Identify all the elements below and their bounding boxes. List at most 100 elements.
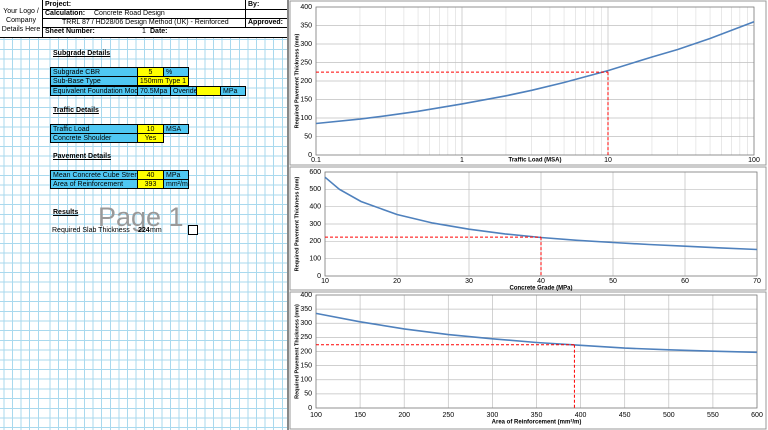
x-tick-label: 300: [487, 412, 499, 419]
value-cell: 70.5Mpa: [137, 86, 171, 96]
value: TRRL 87 / HD28/06 Design Method (UK) - R…: [62, 19, 229, 26]
label: Sheet Number:: [45, 28, 95, 35]
label: Approved:: [248, 19, 283, 26]
label: Date:: [150, 28, 168, 35]
x-tick-label: 0.1: [311, 157, 321, 164]
label: Required Slab Thickness: [52, 227, 130, 234]
x-tick-label: 30: [465, 278, 473, 285]
input-cell[interactable]: 393: [137, 179, 164, 189]
section-title: Results: [53, 209, 79, 216]
plot-area: [315, 6, 755, 156]
label-cell: Concrete Shoulder: [50, 133, 138, 143]
y-tick-label: 350: [300, 22, 312, 29]
y-tick-label: 300: [300, 41, 312, 48]
y-tick-label: 200: [300, 348, 312, 355]
x-tick-label: 60: [681, 278, 689, 285]
y-tick-label: 200: [300, 78, 312, 85]
label: Calculation:: [45, 10, 86, 17]
header: Your Logo / Company Details Here Project…: [0, 0, 287, 38]
chart-panel: [289, 0, 767, 166]
value: 1: [142, 28, 146, 35]
label-cell: Sub-Base Type: [50, 76, 138, 86]
x-axis-label: Area of Reinforcement (mm²/m): [492, 419, 582, 426]
x-tick-label: 100: [748, 157, 760, 164]
y-tick-label: 200: [309, 238, 321, 245]
y-tick-label: 300: [300, 320, 312, 327]
rule: [245, 0, 246, 27]
x-tick-label: 10: [604, 157, 612, 164]
y-tick-label: 50: [304, 133, 312, 140]
x-tick-label: 200: [398, 412, 410, 419]
line-series: [324, 176, 758, 251]
unit: mm: [150, 227, 162, 234]
x-tick-label: 40: [537, 278, 545, 285]
y-tick-label: 0: [317, 273, 321, 280]
y-tick-label: 250: [300, 334, 312, 341]
label-cell: Area of Reinforcement: [50, 179, 138, 189]
chart-panel: [289, 291, 767, 430]
rule: [42, 9, 287, 10]
x-tick-label: 50: [609, 278, 617, 285]
section-title: Pavement Details: [53, 153, 111, 160]
y-tick-label: 500: [309, 186, 321, 193]
unit-cell: MPa: [220, 86, 246, 96]
y-axis-label: Required Pavement Thickness (mm): [294, 176, 300, 271]
y-tick-label: 100: [300, 115, 312, 122]
input-cell[interactable]: [196, 86, 221, 96]
y-tick-label: 350: [300, 306, 312, 313]
y-tick-label: 150: [300, 362, 312, 369]
x-axis-label: Concrete Grade (MPa): [509, 286, 572, 292]
watermark: Page 1: [98, 202, 184, 232]
x-tick-label: 100: [310, 412, 322, 419]
y-tick-label: 150: [300, 96, 312, 103]
y-tick-label: 0: [308, 405, 312, 412]
x-tick-label: 550: [707, 412, 719, 419]
chart-panel: [289, 166, 767, 291]
line-series: [315, 312, 758, 354]
x-tick-label: 450: [619, 412, 631, 419]
line-series: [315, 21, 755, 125]
result-value: 224: [138, 227, 150, 234]
x-tick-label: 70: [753, 278, 761, 285]
label-cell: Equivalent Foundation Modulus: [50, 86, 151, 96]
x-tick-label: 250: [442, 412, 454, 419]
x-tick-label: 500: [663, 412, 675, 419]
rule: [42, 27, 287, 28]
plot-area: [324, 171, 758, 277]
x-tick-label: 400: [575, 412, 587, 419]
x-tick-label: 150: [354, 412, 366, 419]
x-tick-label: 1: [460, 157, 464, 164]
y-tick-label: 400: [300, 292, 312, 299]
section-title: Traffic Details: [53, 107, 99, 114]
x-tick-label: 10: [321, 278, 329, 285]
label: Project:: [45, 1, 72, 8]
x-axis-label: Traffic Load (MSA): [508, 158, 561, 164]
y-tick-label: 250: [300, 59, 312, 66]
logo: Your Logo / Company Details Here: [1, 8, 41, 33]
y-tick-label: 100: [300, 377, 312, 384]
section-title: Subgrade Details: [53, 50, 111, 57]
spreadsheet: Your Logo / Company Details Here Project…: [0, 0, 289, 430]
value: Concrete Road Design: [94, 10, 165, 17]
y-tick-label: 0: [308, 152, 312, 159]
input-cell[interactable]: Yes: [137, 133, 164, 143]
y-tick-label: 400: [300, 4, 312, 11]
input-cell[interactable]: 150mm Type 1: [137, 76, 189, 86]
x-tick-label: 600: [751, 412, 763, 419]
y-tick-label: 600: [309, 169, 321, 176]
rule: [42, 18, 287, 19]
checkbox[interactable]: [188, 225, 198, 235]
y-tick-label: 400: [309, 204, 321, 211]
unit-cell: MSA: [163, 124, 189, 134]
y-axis-label: Required Pavement Thickness (mm): [294, 33, 300, 128]
x-tick-label: 350: [531, 412, 543, 419]
y-axis-label: Required Pavement Thickness (mm): [294, 304, 300, 399]
y-tick-label: 50: [304, 391, 312, 398]
label-cell: Overide: [170, 86, 198, 96]
x-tick-label: 20: [393, 278, 401, 285]
y-tick-label: 300: [309, 221, 321, 228]
label: By:: [248, 1, 260, 8]
unit-cell: mm²/m: [163, 179, 189, 189]
